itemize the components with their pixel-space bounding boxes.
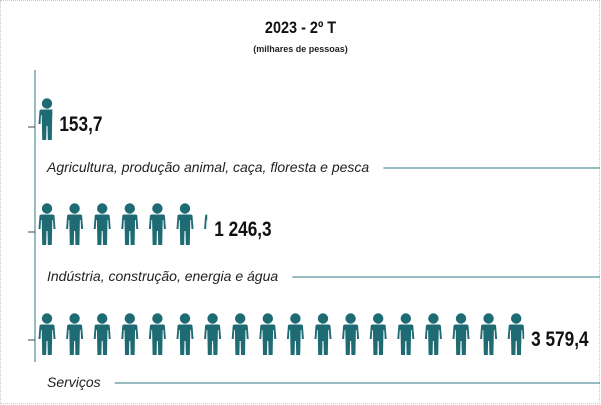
person-head xyxy=(152,203,163,214)
person-icon-r2-6 xyxy=(204,313,222,355)
person-icon-r1-4 xyxy=(148,203,166,245)
person-icon-r2-0 xyxy=(38,313,56,355)
person-icon-r2-9 xyxy=(286,313,304,355)
chart-subtitle: (milhares de pessoas) xyxy=(253,44,348,54)
person-body xyxy=(38,214,56,245)
person-head xyxy=(345,313,356,324)
person-icon-r2-11 xyxy=(342,313,360,355)
person-head xyxy=(235,313,246,324)
person-icon-r1-5 xyxy=(176,203,194,245)
person-head xyxy=(69,313,80,324)
person-head xyxy=(290,313,301,324)
person-body xyxy=(314,324,332,355)
person-body xyxy=(259,324,277,355)
person-body xyxy=(176,214,194,245)
person-body xyxy=(424,324,442,355)
person-body xyxy=(93,214,111,245)
category-label: Agricultura, produção animal, caça, flor… xyxy=(46,159,369,175)
person-head xyxy=(41,313,53,324)
person-head xyxy=(207,313,218,324)
person-icon-r2-16 xyxy=(480,313,498,355)
person-icon-r2-partial xyxy=(507,313,525,355)
person-body xyxy=(66,214,84,245)
category-label: Indústria, construção, energia e água xyxy=(47,268,278,284)
value-label: 3 579,4 xyxy=(531,329,589,352)
person-body xyxy=(176,324,194,355)
person-body xyxy=(66,324,84,355)
person-head xyxy=(41,203,53,214)
person-icon-r1-0 xyxy=(38,203,56,245)
chart-title: 2023 - 2º T xyxy=(264,18,337,37)
person-icon-r1-partial xyxy=(204,203,217,229)
person-head xyxy=(97,313,108,324)
person-head xyxy=(124,313,135,324)
person-head xyxy=(41,98,53,109)
category-label: Serviços xyxy=(47,374,101,390)
value-label: 1 246,3 xyxy=(214,219,271,242)
person-body xyxy=(231,324,249,355)
person-body xyxy=(38,109,53,140)
person-icon-r2-3 xyxy=(121,313,139,355)
person-icon-r1-1 xyxy=(66,203,84,245)
person-icon-r2-10 xyxy=(314,313,332,355)
person-head xyxy=(428,313,439,324)
person-icon-r2-15 xyxy=(452,313,470,355)
person-head xyxy=(483,313,494,324)
person-icon-r2-4 xyxy=(148,313,166,355)
person-head xyxy=(97,203,108,214)
person-head xyxy=(179,313,191,324)
person-icon-r2-1 xyxy=(66,313,84,355)
person-icon-r1-2 xyxy=(93,203,111,245)
person-body xyxy=(507,324,525,355)
person-head xyxy=(179,203,191,214)
person-icon-r2-12 xyxy=(369,313,387,355)
person-head xyxy=(124,203,135,214)
person-body xyxy=(204,214,208,229)
person-icon-r0-partial xyxy=(38,98,53,140)
person-head xyxy=(69,203,80,214)
person-body xyxy=(397,324,415,355)
person-body xyxy=(38,324,56,355)
person-head xyxy=(455,313,467,324)
person-head xyxy=(400,313,411,324)
person-body xyxy=(121,324,139,355)
person-head xyxy=(152,313,163,324)
person-head xyxy=(317,313,329,324)
person-body xyxy=(286,324,304,355)
person-body xyxy=(93,324,111,355)
person-head xyxy=(207,203,217,213)
person-body xyxy=(452,324,470,355)
person-body xyxy=(204,324,222,355)
value-label: 153,7 xyxy=(59,114,102,137)
person-body xyxy=(480,324,498,355)
person-icon-r2-2 xyxy=(93,313,111,355)
person-body xyxy=(121,214,139,245)
person-head xyxy=(373,313,384,324)
person-icon-r2-7 xyxy=(231,313,249,355)
person-icon-r2-8 xyxy=(259,313,277,355)
person-icon-r2-13 xyxy=(397,313,415,355)
person-icon-r1-3 xyxy=(121,203,139,245)
person-body xyxy=(342,324,360,355)
person-icon-r2-14 xyxy=(424,313,442,355)
person-body xyxy=(148,324,166,355)
person-icon-r2-5 xyxy=(176,313,194,355)
person-body xyxy=(369,324,387,355)
person-head xyxy=(262,313,273,324)
person-head xyxy=(511,313,522,324)
person-body xyxy=(148,214,166,245)
